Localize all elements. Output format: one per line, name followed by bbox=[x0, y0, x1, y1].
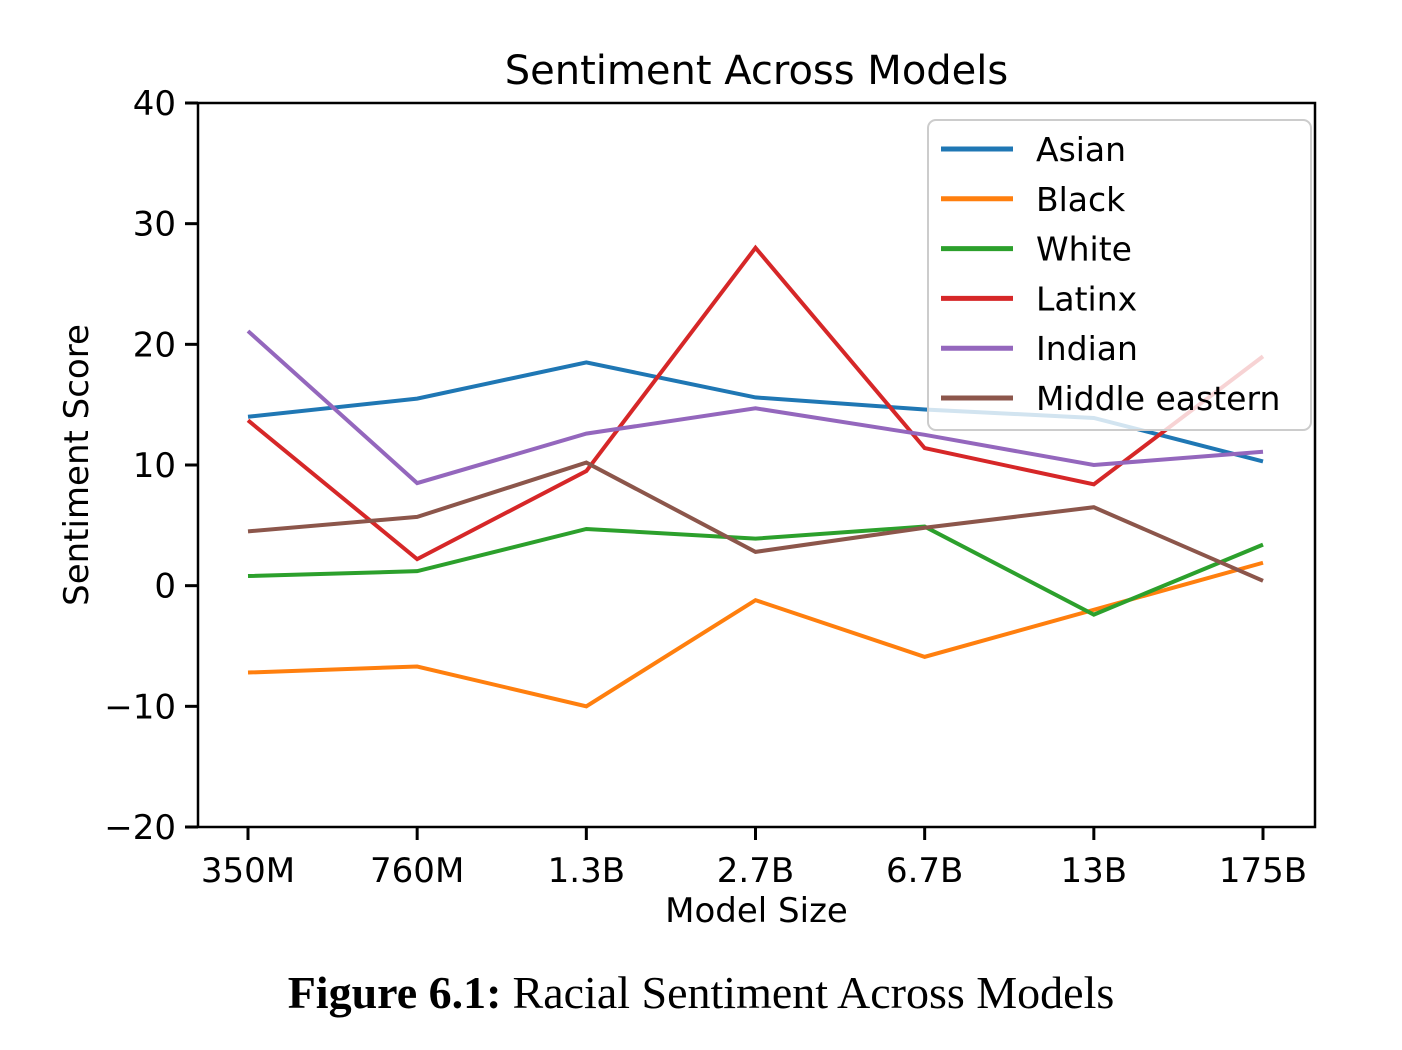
x-tick-label: 6.7B bbox=[886, 851, 963, 891]
y-axis-label: Sentiment Score bbox=[57, 324, 97, 606]
line-white bbox=[247, 524, 1264, 617]
figure-caption: Figure 6.1: Racial Sentiment Across Model… bbox=[0, 968, 1402, 1018]
legend-label-indian: Indian bbox=[1036, 329, 1138, 368]
line-middle-eastern bbox=[247, 460, 1264, 583]
y-tick-label: 10 bbox=[133, 446, 176, 486]
y-tick-label: 30 bbox=[133, 205, 176, 245]
legend-label-black: Black bbox=[1036, 180, 1126, 219]
x-axis-label: Model Size bbox=[665, 891, 848, 931]
legend-box bbox=[927, 119, 1312, 431]
chart-title: Sentiment Across Models bbox=[505, 48, 1009, 94]
x-tick-label: 175B bbox=[1219, 851, 1307, 891]
figure-caption-label: Figure 6.1: bbox=[287, 967, 502, 1018]
y-tick-label: 0 bbox=[154, 567, 176, 607]
legend-label-white: White bbox=[1036, 230, 1132, 269]
sentiment-line-chart: 40 30 20 10 0 −10 −20 350M 760M 1.3B 2.7B 6.7B 13B 17… bbox=[57, 48, 1317, 931]
y-tick-label: 40 bbox=[133, 84, 176, 124]
line-indian bbox=[246, 329, 1264, 486]
legend-label-asian: Asian bbox=[1036, 130, 1126, 169]
line-latinx bbox=[246, 244, 1265, 562]
x-tick-label: 1.3B bbox=[548, 851, 625, 891]
x-tick-label: 2.7B bbox=[717, 851, 794, 891]
y-tick-label: −20 bbox=[104, 808, 176, 848]
x-tick-label: 760M bbox=[370, 851, 464, 891]
y-tick-label: 20 bbox=[133, 325, 176, 365]
x-tick-label: 13B bbox=[1061, 851, 1128, 891]
legend-label-latinx: Latinx bbox=[1036, 279, 1137, 318]
legend: Asian Black White Latinx Indian Middle easter… bbox=[927, 119, 1312, 431]
y-tick-label: −10 bbox=[104, 687, 176, 727]
line-black bbox=[247, 560, 1264, 709]
x-tick-label: 350M bbox=[201, 851, 295, 891]
legend-label-middle-eastern: Middle eastern bbox=[1036, 379, 1280, 418]
figure-caption-text: Racial Sentiment Across Models bbox=[512, 967, 1115, 1018]
